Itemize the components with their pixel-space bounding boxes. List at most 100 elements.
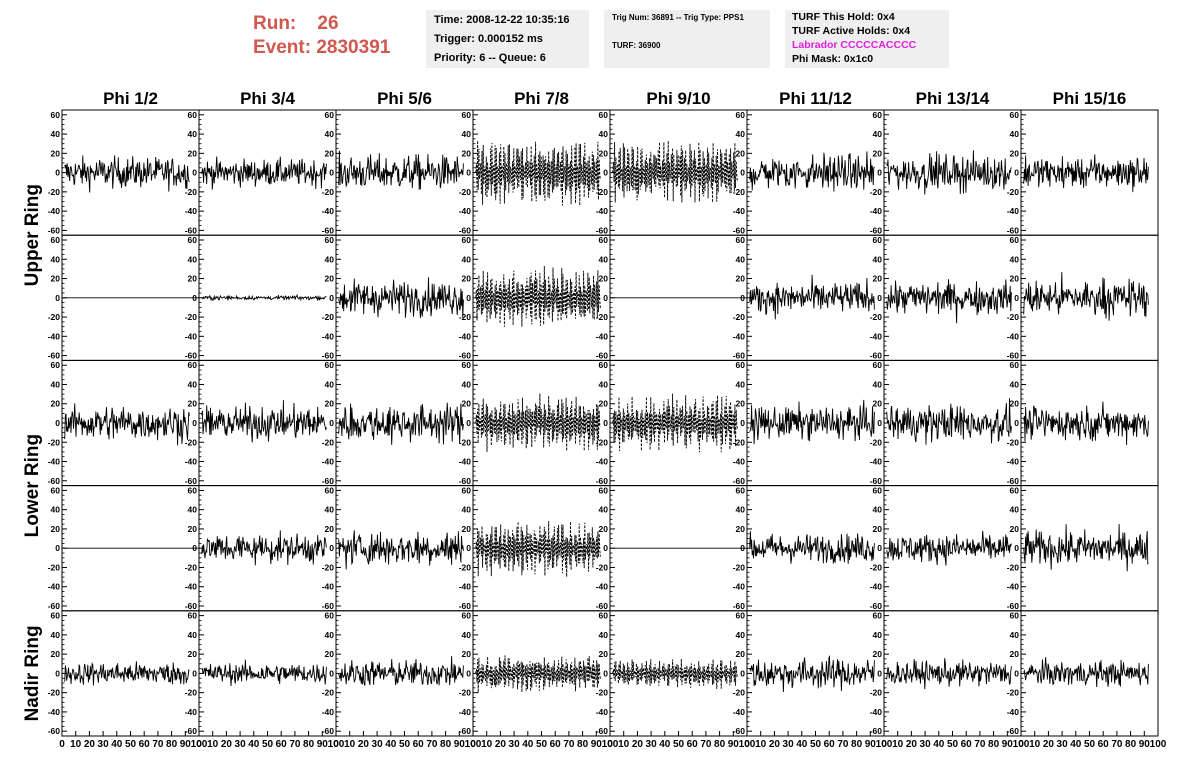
waveform-trace: [338, 656, 464, 686]
y-tick-label: 0: [877, 543, 882, 553]
y-tick-label: 60: [1010, 485, 1020, 495]
y-tick-label: -40: [1007, 206, 1020, 216]
y-tick-label: -20: [185, 312, 198, 322]
x-tick-label: 60: [413, 739, 425, 750]
turf-hold-text: TURF This Hold: 0x4: [792, 11, 895, 23]
y-tick-label: 60: [599, 611, 609, 621]
y-tick-label: 20: [51, 399, 61, 409]
y-tick-label: -40: [596, 707, 609, 717]
y-tick-label: -60: [459, 351, 472, 361]
y-tick-label: 0: [55, 543, 60, 553]
y-tick-label: 60: [462, 485, 472, 495]
y-tick-label: -40: [48, 331, 61, 341]
y-tick-label: 0: [55, 668, 60, 678]
x-tick-label: 40: [1070, 739, 1082, 750]
x-tick-label: 100: [328, 739, 345, 750]
y-tick-label: 60: [462, 235, 472, 245]
x-tick-label: 20: [906, 739, 918, 750]
y-tick-label: 0: [740, 168, 745, 178]
waveform-trace: [475, 265, 601, 327]
x-tick-label: 0: [333, 739, 339, 750]
x-tick-label: 90: [728, 739, 740, 750]
y-tick-label: -60: [870, 225, 883, 235]
y-tick-label: 40: [736, 129, 746, 139]
y-tick-label: 40: [873, 505, 883, 515]
x-tick-label: 40: [248, 739, 260, 750]
y-tick-label: 40: [599, 254, 609, 264]
x-tick-label: 30: [235, 739, 247, 750]
y-tick-label: 40: [736, 630, 746, 640]
y-tick-label: -60: [322, 351, 335, 361]
y-tick-label: -40: [322, 582, 335, 592]
y-tick-label: 40: [1010, 630, 1020, 640]
y-tick-label: 40: [325, 254, 335, 264]
trigger-info-box: Trig Num: 36891 -- Trig Type: PPS1 TURF:…: [604, 10, 770, 68]
y-tick-label: 20: [736, 148, 746, 158]
y-tick-label: 0: [877, 418, 882, 428]
y-tick-label: 0: [877, 293, 882, 303]
waveform-trace: [201, 293, 327, 302]
y-tick-label: -60: [596, 726, 609, 736]
x-tick-label: 90: [454, 739, 466, 750]
y-tick-label: -20: [185, 187, 198, 197]
y-tick-label: 60: [325, 485, 335, 495]
y-tick-label: -60: [185, 225, 198, 235]
y-tick-label: 20: [51, 148, 61, 158]
y-tick-label: -40: [1007, 582, 1020, 592]
y-tick-label: -40: [322, 331, 335, 341]
x-tick-label: 70: [289, 739, 301, 750]
x-tick-label: 80: [440, 739, 452, 750]
y-tick-label: 60: [51, 360, 61, 370]
y-tick-label: 40: [462, 379, 472, 389]
y-tick-label: -40: [185, 331, 198, 341]
x-tick-label: 10: [481, 739, 493, 750]
y-tick-label: -40: [733, 206, 746, 216]
x-tick-label: 60: [1098, 739, 1110, 750]
x-tick-label: 30: [98, 739, 110, 750]
y-tick-label: -20: [322, 688, 335, 698]
y-tick-label: -20: [48, 187, 61, 197]
y-tick-label: 20: [462, 274, 472, 284]
y-tick-label: -40: [870, 457, 883, 467]
y-tick-label: -40: [459, 582, 472, 592]
y-tick-label: 20: [51, 649, 61, 659]
y-tick-label: 20: [188, 524, 198, 534]
y-tick-label: -40: [322, 457, 335, 467]
y-tick-label: 20: [599, 274, 609, 284]
y-tick-label: 20: [599, 649, 609, 659]
x-tick-label: 90: [317, 739, 329, 750]
y-tick-label: -60: [596, 351, 609, 361]
y-tick-label: -40: [870, 582, 883, 592]
waveform-trace: [1023, 657, 1149, 688]
x-tick-label: 20: [84, 739, 96, 750]
y-tick-label: 40: [325, 505, 335, 515]
x-tick-label: 50: [810, 739, 822, 750]
y-tick-label: -60: [870, 476, 883, 486]
y-tick-label: 0: [877, 168, 882, 178]
y-tick-label: 20: [736, 649, 746, 659]
y-tick-label: 20: [873, 274, 883, 284]
y-tick-label: 60: [51, 235, 61, 245]
y-tick-label: -20: [459, 187, 472, 197]
waveform-trace: [201, 156, 327, 190]
y-tick-label: -60: [1007, 476, 1020, 486]
x-tick-label: 70: [700, 739, 712, 750]
waveform-trace: [886, 150, 1012, 195]
y-tick-label: 0: [740, 293, 745, 303]
y-tick-label: -40: [1007, 331, 1020, 341]
y-tick-label: -60: [733, 476, 746, 486]
x-tick-label: 70: [1111, 739, 1123, 750]
x-tick-label: 20: [495, 739, 507, 750]
x-tick-label: 20: [632, 739, 644, 750]
y-tick-label: -60: [48, 726, 61, 736]
x-tick-label: 40: [659, 739, 671, 750]
y-tick-label: -20: [322, 187, 335, 197]
x-tick-label: 10: [70, 739, 82, 750]
x-tick-label: 50: [1084, 739, 1096, 750]
x-tick-label: 0: [196, 739, 202, 750]
waveform-trace: [64, 155, 190, 193]
y-tick-label: 40: [1010, 379, 1020, 389]
y-tick-label: 20: [188, 148, 198, 158]
waveform-trace: [201, 530, 327, 566]
